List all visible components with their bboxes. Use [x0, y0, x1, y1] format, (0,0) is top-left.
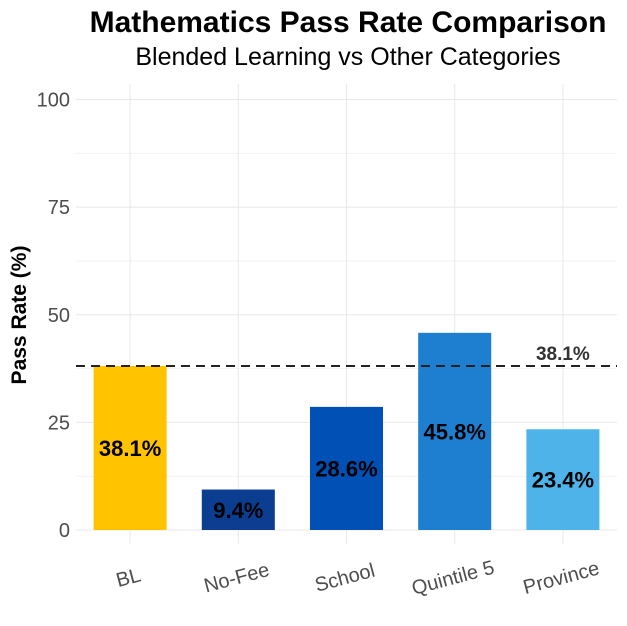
chart-title: Mathematics Pass Rate Comparison — [90, 6, 607, 39]
bar-value-label: 45.8% — [424, 419, 486, 444]
x-tick-label: BL — [114, 564, 143, 592]
reference-line-group: 38.1% — [76, 344, 617, 367]
y-tick-label: 0 — [59, 520, 70, 542]
bar-value-label: 23.4% — [532, 468, 594, 493]
x-tick-label: No-Fee — [202, 559, 272, 598]
bar-value-label: 28.6% — [315, 456, 377, 481]
bar-school — [309, 406, 384, 530]
bars — [93, 332, 600, 530]
reference-line-label: 38.1% — [536, 344, 590, 365]
x-tick-label: Province — [521, 558, 602, 599]
y-tick-label: 75 — [48, 197, 70, 219]
y-tick-label: 50 — [48, 305, 70, 327]
y-ticks: 0 25 50 75 100 — [37, 90, 70, 543]
bar-value-label: 38.1% — [99, 436, 161, 461]
y-tick-label: 100 — [37, 90, 70, 112]
x-tick-label: Quintile 5 — [409, 557, 496, 600]
bar-value-label: 9.4% — [213, 498, 263, 523]
bar-bl — [93, 365, 167, 530]
x-ticks: BL No-Fee School Quintile 5 Province — [114, 557, 602, 600]
bar-province — [526, 429, 600, 530]
chart-subtitle: Blended Learning vs Other Categories — [135, 43, 560, 71]
x-tick-label: School — [313, 560, 378, 597]
bar-no-fee — [201, 489, 275, 530]
bar-value-labels: 38.1% 9.4% 28.6% 45.8% 23.4% — [99, 419, 594, 522]
y-axis-label: Pass Rate (%) — [8, 246, 31, 385]
y-tick-label: 25 — [48, 412, 70, 434]
